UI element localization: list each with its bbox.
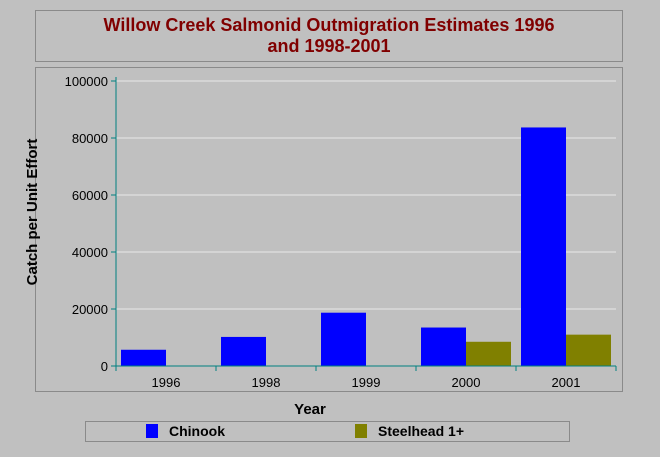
- y-tick-label: 80000: [72, 131, 108, 146]
- legend-swatch-chinook: [146, 424, 158, 438]
- bar-2000-chinook: [421, 327, 466, 366]
- legend-item-chinook: Chinook: [146, 423, 225, 439]
- legend: Chinook Steelhead 1+: [85, 421, 570, 442]
- x-tick-label: 1996: [152, 375, 181, 390]
- chart-title-line-1: Willow Creek Salmonid Outmigration Estim…: [103, 15, 555, 35]
- x-tick-label: 1998: [252, 375, 281, 390]
- chart-title: Willow Creek Salmonid Outmigration Estim…: [35, 10, 623, 62]
- y-tick-label: 100000: [65, 74, 108, 89]
- x-tick-label: 2000: [452, 375, 481, 390]
- bar-2000-steelhead: [466, 341, 511, 366]
- plot-panel: [35, 67, 623, 392]
- bar-1998-chinook: [221, 336, 266, 366]
- y-axis-label: Catch per Unit Effort: [24, 138, 41, 286]
- y-tick-label: 40000: [72, 245, 108, 260]
- x-tick-label: 1999: [352, 375, 381, 390]
- legend-label-steelhead: Steelhead 1+: [378, 423, 464, 439]
- legend-swatch-steelhead: [355, 424, 367, 438]
- x-tick-label: 2001: [552, 375, 581, 390]
- bar-1996-chinook: [121, 349, 166, 366]
- legend-item-steelhead: Steelhead 1+: [355, 423, 464, 439]
- y-tick-label: 60000: [72, 188, 108, 203]
- bar-2001-chinook: [521, 127, 566, 366]
- y-tick-label: 20000: [72, 302, 108, 317]
- x-axis-label: Year: [294, 401, 326, 418]
- y-tick-label: 0: [101, 359, 108, 374]
- chart-svg: 0 20000 40000 60000 80000 100000 1996 1998 1999 2…: [65, 74, 617, 390]
- chart-title-line-2: and 1998-2001: [267, 36, 391, 56]
- bar-2001-steelhead: [566, 334, 611, 366]
- legend-label-chinook: Chinook: [169, 423, 225, 439]
- bar-1999-chinook: [321, 312, 366, 366]
